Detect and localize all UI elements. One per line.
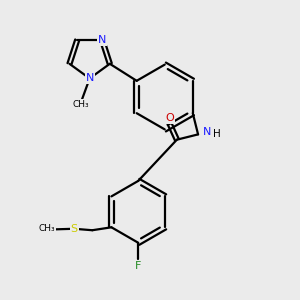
- Text: H: H: [213, 129, 221, 139]
- Text: N: N: [85, 74, 94, 83]
- Text: CH₃: CH₃: [38, 224, 55, 233]
- Text: N: N: [98, 35, 106, 45]
- Text: F: F: [135, 261, 141, 271]
- Text: N: N: [203, 127, 212, 137]
- Text: S: S: [70, 224, 78, 234]
- Text: CH₃: CH₃: [72, 100, 89, 109]
- Text: O: O: [165, 113, 174, 123]
